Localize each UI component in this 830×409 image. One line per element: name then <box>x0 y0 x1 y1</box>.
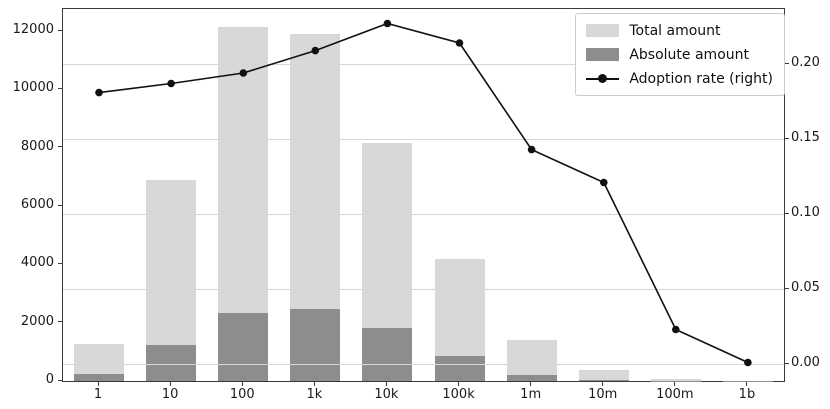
right-axis-tick-label: 0.20 <box>791 55 820 71</box>
gridline <box>63 288 784 290</box>
legend: Total amount Absolute amount Adoption ra… <box>575 13 785 96</box>
adoption-rate-point-1m <box>527 145 536 154</box>
gridline <box>63 63 784 65</box>
adoption-rate-point-1k <box>311 46 320 55</box>
bar-total-1m <box>506 340 557 381</box>
right-axis-tick-label: 0.05 <box>791 280 820 296</box>
x-axis-tick <box>458 382 460 386</box>
left-axis-tick <box>58 146 62 148</box>
bar-absolute-1k <box>290 309 341 381</box>
right-axis-tick <box>785 62 789 64</box>
x-axis-tick-label: 1 <box>93 387 103 402</box>
adoption-rate-point-1b <box>744 358 752 367</box>
adoption-rate-point-100m <box>672 325 680 334</box>
left-axis-tick-label: 2000 <box>20 313 54 329</box>
left-axis-tick <box>58 379 62 381</box>
adoption-rate-line <box>98 22 749 364</box>
right-axis-tick <box>785 287 789 289</box>
x-axis-tick-label: 10k <box>374 387 399 402</box>
adoption-rate-point-1 <box>95 88 103 97</box>
gridline <box>63 138 784 140</box>
adoption-rate-point-10 <box>167 79 175 88</box>
bar-total-100m <box>650 378 701 381</box>
x-axis-tick <box>241 382 243 386</box>
left-axis-tick-label: 8000 <box>20 138 54 154</box>
bar-absolute-1m <box>506 374 557 381</box>
adoption-rate-point-100k <box>455 39 464 47</box>
legend-label-total-amount: Total amount <box>629 22 721 39</box>
legend-label-adoption-rate: Adoption rate (right) <box>629 70 773 87</box>
x-axis-tick <box>385 382 387 386</box>
bar-absolute-10k <box>362 327 413 381</box>
x-axis-tick <box>313 382 315 386</box>
x-axis-tick-label: 1b <box>738 387 756 402</box>
marker-dot-sample <box>598 74 608 83</box>
right-axis-tick-label: 0.15 <box>791 130 820 146</box>
bar-total-10m <box>578 370 629 381</box>
bar-absolute-100 <box>218 313 269 381</box>
x-axis-tick-label: 100m <box>656 387 694 402</box>
total-amount-swatch <box>586 24 620 37</box>
x-axis-tick <box>530 382 532 386</box>
x-axis-tick-label: 100k <box>442 387 475 402</box>
left-axis-tick-label: 10000 <box>12 80 54 96</box>
gridline <box>63 213 784 215</box>
legend-item-absolute-amount: Absolute amount <box>586 45 773 64</box>
left-axis-tick-label: 0 <box>45 372 54 387</box>
legend-item-adoption-rate: Adoption rate (right) <box>586 69 773 88</box>
right-axis-tick <box>785 362 789 364</box>
adoption-rate-point-100 <box>239 69 248 77</box>
left-axis-tick-label: 4000 <box>20 255 54 271</box>
x-axis-tick-label: 10 <box>161 387 179 402</box>
left-axis-tick <box>58 204 62 206</box>
x-axis-tick <box>97 382 99 386</box>
x-axis-tick <box>602 382 604 386</box>
left-axis-tick <box>58 321 62 323</box>
left-axis-tick <box>58 87 62 89</box>
x-axis-tick-label: 1m <box>520 387 542 402</box>
legend-label-absolute-amount: Absolute amount <box>629 46 749 63</box>
left-axis-tick-label: 12000 <box>12 22 54 38</box>
x-axis-tick-label: 1k <box>306 387 323 402</box>
legend-item-total-amount: Total amount <box>586 21 773 40</box>
adoption-rate-line-swatch <box>586 72 620 85</box>
bar-absolute-10m <box>578 379 629 381</box>
absolute-amount-swatch <box>586 48 620 61</box>
x-axis-tick-label: 10m <box>588 387 618 402</box>
right-axis-tick <box>785 212 789 214</box>
adoption-rate-point-10m <box>600 178 608 187</box>
bar-absolute-10 <box>146 344 197 381</box>
bar-absolute-100k <box>434 355 485 381</box>
bar-absolute-1 <box>74 374 125 381</box>
left-axis-tick <box>58 29 62 31</box>
left-axis-tick <box>58 262 62 264</box>
right-axis-tick <box>785 137 789 139</box>
x-axis-tick-label: 100 <box>229 387 255 402</box>
left-axis-tick-label: 6000 <box>20 197 54 213</box>
gridline <box>63 363 784 365</box>
adoption-rate-line-layer <box>95 19 752 367</box>
right-axis-tick-label: 0.00 <box>791 355 820 371</box>
x-axis-tick <box>674 382 676 386</box>
right-axis-tick-label: 0.10 <box>791 205 820 221</box>
x-axis-tick <box>169 382 171 386</box>
adoption-rate-point-10k <box>383 19 392 28</box>
x-axis-tick <box>746 382 748 386</box>
